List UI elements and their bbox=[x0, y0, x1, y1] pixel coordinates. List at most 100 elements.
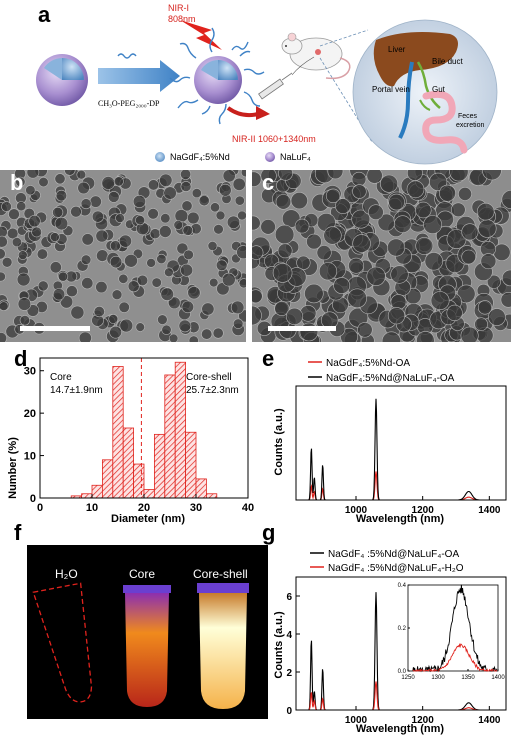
laser-bolt-icon bbox=[180, 20, 222, 50]
nanoparticle bbox=[278, 170, 293, 181]
histogram-bar bbox=[174, 361, 186, 499]
nanoparticle bbox=[274, 224, 295, 245]
nanoparticle bbox=[101, 176, 116, 190]
nanoparticle bbox=[52, 288, 66, 301]
nanoparticle bbox=[38, 177, 49, 188]
nanoparticle bbox=[294, 218, 310, 234]
nanoparticle bbox=[274, 301, 290, 317]
e-legend-2: NaGdF₄:5%Nd@NaLuF₄-OA bbox=[326, 373, 455, 384]
nanoparticle bbox=[36, 248, 49, 260]
nanoparticle bbox=[390, 294, 407, 310]
nanoparticle bbox=[424, 252, 444, 271]
nanoparticle bbox=[188, 335, 199, 342]
nanoparticle bbox=[439, 184, 456, 202]
histogram-bar bbox=[205, 493, 218, 499]
histogram-bar bbox=[122, 427, 134, 499]
nanoparticle bbox=[285, 307, 304, 325]
nanoparticle bbox=[0, 301, 9, 311]
nanoparticle bbox=[161, 324, 172, 335]
nanoparticle bbox=[124, 254, 138, 268]
nanoparticle bbox=[351, 209, 371, 229]
x-tick-label: 1400 bbox=[478, 505, 501, 516]
nanoparticle bbox=[31, 226, 42, 238]
nanoparticle bbox=[232, 177, 246, 191]
nanoparticle bbox=[70, 305, 85, 320]
nanoparticle bbox=[260, 170, 277, 184]
nanoparticle bbox=[502, 269, 511, 287]
f-label-core: Core bbox=[129, 567, 155, 581]
nanoparticle bbox=[219, 183, 232, 197]
d-shell-stats: 25.7±2.3nm bbox=[186, 385, 239, 396]
inset-x-tick-label: 1250 bbox=[401, 675, 415, 681]
y-tick-label: 0 bbox=[30, 493, 36, 505]
inset-spectrum-line bbox=[412, 643, 498, 673]
nanoparticle bbox=[0, 332, 7, 342]
y-tick-label: 4 bbox=[286, 630, 292, 641]
nanoparticle bbox=[460, 326, 479, 342]
nanoparticle bbox=[222, 272, 236, 287]
nanoparticle bbox=[423, 215, 443, 235]
nanoparticle bbox=[340, 327, 358, 342]
g-legend-1: NaGdF₄ :5%Nd@NaLuF₄-OA bbox=[328, 549, 459, 560]
nanoparticle bbox=[230, 300, 245, 315]
nanoparticle bbox=[198, 195, 210, 207]
nanoparticle bbox=[157, 314, 168, 325]
nanoparticle bbox=[252, 245, 264, 260]
nanoparticle bbox=[127, 280, 140, 293]
f-label-shell: Core-shell bbox=[193, 567, 248, 581]
y-tick-label: 20 bbox=[24, 408, 36, 420]
nanoparticle bbox=[215, 259, 228, 272]
nanoparticle bbox=[28, 214, 41, 228]
nanoparticle bbox=[164, 267, 174, 278]
nanoparticle bbox=[388, 193, 405, 211]
nanoparticle bbox=[482, 170, 502, 181]
scale-bar bbox=[268, 326, 336, 331]
emission-spectrum-chart-g: Counts (a.u.) Wavelength (nm) NaGdF₄ :5%… bbox=[273, 549, 507, 735]
nanoparticle bbox=[236, 245, 246, 260]
nanoparticle bbox=[187, 211, 200, 225]
nanoparticle bbox=[168, 296, 181, 310]
nanoparticle bbox=[159, 225, 172, 238]
nanoparticle bbox=[80, 198, 92, 210]
liver-label: Liver bbox=[388, 45, 406, 54]
e-xlabel: Wavelength (nm) bbox=[356, 513, 445, 525]
nanoparticle bbox=[416, 331, 435, 342]
nanoparticle bbox=[325, 188, 341, 203]
histogram-chart: Number (%) Diameter (nm) Core 14.7±1.9nm… bbox=[7, 357, 254, 525]
nanoparticle bbox=[380, 174, 399, 193]
legend-shell-label: NaLuF₄ bbox=[280, 152, 311, 162]
nanoparticle bbox=[96, 249, 109, 262]
tem-image-coreshell bbox=[252, 170, 511, 342]
histogram-bar bbox=[185, 431, 197, 499]
panel-letter-a: a bbox=[38, 2, 51, 27]
panel-letter-c: c bbox=[262, 170, 275, 195]
nanoparticle bbox=[234, 195, 245, 206]
nanoparticle bbox=[16, 272, 31, 287]
nanoparticle bbox=[178, 319, 192, 333]
nanoparticle bbox=[147, 208, 159, 220]
nanoparticle bbox=[17, 297, 32, 311]
nanoparticle bbox=[201, 328, 213, 340]
nanoparticle bbox=[1, 201, 12, 212]
d-core-stats: 14.7±1.9nm bbox=[50, 385, 103, 396]
nanoparticle bbox=[135, 215, 146, 226]
panel-letter-d: d bbox=[14, 346, 28, 371]
nanoparticle bbox=[146, 258, 156, 268]
nanoparticle bbox=[160, 213, 171, 224]
nanoparticle bbox=[458, 186, 472, 201]
x-tick-label: 40 bbox=[242, 502, 254, 514]
gut-label: Gut bbox=[432, 85, 446, 94]
x-tick-label: 1000 bbox=[345, 505, 368, 516]
nanoparticle bbox=[76, 170, 87, 180]
nanoparticle bbox=[64, 170, 76, 176]
nanoparticle bbox=[277, 243, 293, 259]
nanoparticle bbox=[49, 261, 62, 274]
nanoparticle bbox=[180, 263, 193, 277]
legend-core-label: NaGdF₄:5%Nd bbox=[170, 152, 230, 162]
nanoparticle bbox=[446, 304, 463, 321]
nanoparticle bbox=[368, 204, 384, 221]
nanoparticle bbox=[115, 213, 125, 223]
nanoparticle bbox=[95, 229, 109, 243]
nanoparticle bbox=[212, 327, 224, 339]
inset-y-tick-label: 0.4 bbox=[398, 583, 407, 589]
